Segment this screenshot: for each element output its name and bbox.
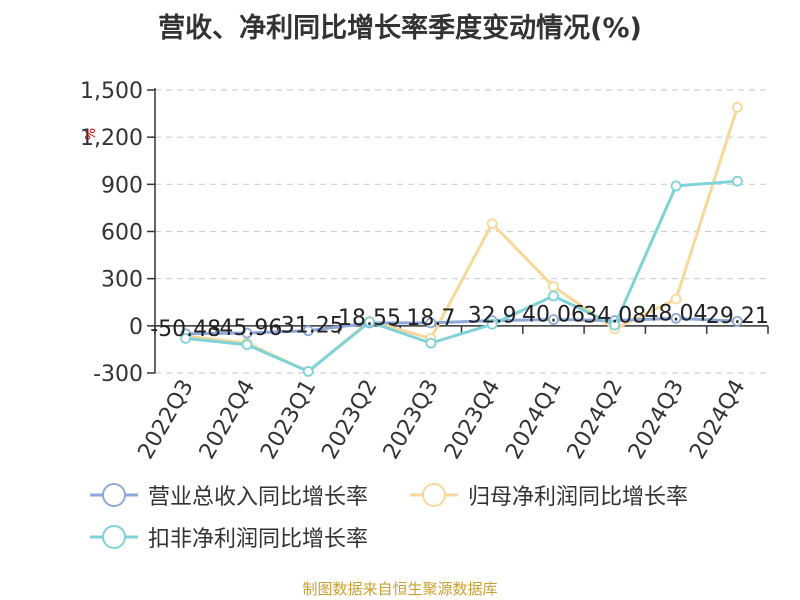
legend-item-deducted-net-profit[interactable]: 扣非净利润同比增长率: [90, 521, 368, 553]
series-line-revenue: [185, 316, 738, 336]
x-tick-label: 2024Q1: [501, 376, 566, 464]
data-point-deducted-net-profit: [302, 366, 314, 377]
data-point-revenue: [670, 312, 682, 324]
y-tick-label: 1,200: [80, 126, 143, 151]
data-point-revenue: [548, 314, 559, 325]
legend-marker-net-profit: [410, 483, 458, 507]
legend-label-revenue: 营业总收入同比增长率: [148, 485, 369, 510]
data-point-net-profit: [486, 218, 498, 230]
data-point-revenue: [241, 327, 253, 339]
data-point-deducted-net-profit: [241, 339, 253, 351]
data-point-deducted-net-profit: [180, 333, 192, 344]
series-layer: [180, 101, 743, 377]
chart-title: 营收、净利同比增长率季度变动情况(%): [158, 13, 642, 44]
legend-item-net-profit[interactable]: 归母净利润同比增长率: [410, 479, 688, 511]
data-label: 18.7: [406, 306, 455, 331]
legend-label-deducted-net-profit: 扣非净利润同比增长率: [148, 527, 369, 552]
x-tick-label: 2024Q3: [624, 376, 689, 464]
data-point-deducted-net-profit: [425, 337, 437, 349]
grid-layer: [155, 89, 768, 374]
data-point-net-profit: [731, 101, 743, 113]
x-tick-label: 2022Q3: [134, 376, 199, 464]
y-tick-label: 900: [101, 173, 143, 198]
data-label: 29.21: [706, 304, 769, 329]
legend-marker-deducted-net-profit: [90, 525, 138, 549]
x-tick-label: 2022Q4: [195, 376, 260, 464]
y-tick-label: -300: [93, 362, 143, 387]
y-tick-label: 0: [129, 315, 143, 340]
data-label: 32.9: [468, 304, 517, 329]
data-point-deducted-net-profit: [486, 318, 498, 330]
data-label: -31.25: [273, 314, 344, 339]
x-tick-label: 2023Q1: [256, 376, 321, 464]
data-label: 34.08: [583, 303, 646, 328]
x-tick-label: 2023Q3: [379, 375, 444, 463]
data-point-deducted-net-profit: [731, 175, 743, 187]
data-point-net-profit: [670, 293, 682, 305]
data-point-deducted-net-profit: [609, 319, 621, 331]
y-tick-label: 1,500: [80, 79, 143, 104]
data-label: -50.48: [150, 317, 221, 342]
data-point-deducted-net-profit: [548, 290, 559, 302]
source-note: 制图数据来自恒生聚源数据库: [302, 580, 498, 598]
x-tick-label: 2023Q4: [440, 376, 505, 464]
x-tick-label: 2023Q2: [317, 376, 382, 464]
data-label: 48.04: [645, 301, 708, 326]
data-point-revenue: [425, 317, 437, 329]
x-tick-label: 2024Q2: [563, 376, 628, 464]
y-tick-label: 600: [101, 221, 143, 246]
data-point-revenue: [731, 315, 743, 327]
data-label: 18.55: [338, 306, 401, 331]
data-label: 40.06: [522, 303, 585, 328]
legend-marker-revenue: [90, 483, 138, 507]
legend-label-net-profit: 归母净利润同比增长率: [468, 485, 689, 510]
legend-item-revenue[interactable]: 营业总收入同比增长率: [90, 479, 368, 511]
x-tick-label: 2024Q4: [685, 376, 750, 464]
data-point-deducted-net-profit: [364, 316, 375, 328]
series-line-deducted-net-profit: [185, 179, 738, 373]
data-label: -45.96: [211, 316, 282, 341]
y-axis-unit-label: %: [84, 128, 99, 140]
y-tick-label: 300: [101, 268, 143, 293]
data-point-revenue: [302, 325, 314, 337]
data-point-deducted-net-profit: [670, 180, 682, 192]
data-point-net-profit: [548, 281, 559, 292]
